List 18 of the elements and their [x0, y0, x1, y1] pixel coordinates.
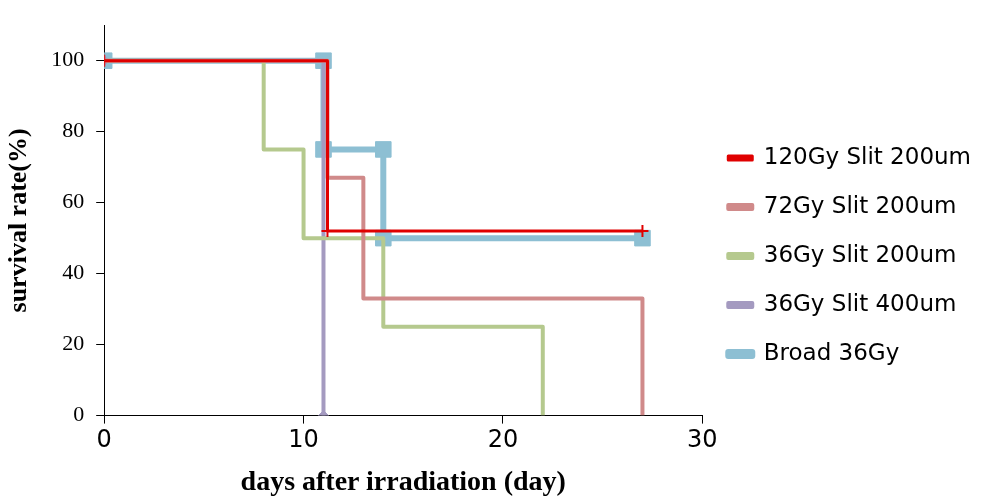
y-tick-label: 0 [73, 401, 85, 427]
point [375, 141, 392, 158]
y-tick-label: 80 [62, 117, 85, 143]
y-axis-title: survival rate(%) [3, 128, 33, 313]
legend-label: 120Gy Slit 200um [763, 142, 972, 169]
y-tick-label: 40 [62, 259, 85, 285]
x-tick-label: 10 [288, 425, 319, 454]
y-tick-label: 60 [62, 188, 85, 214]
y-tick-label: 100 [51, 46, 85, 72]
x-axis-title: days after irradiation (day) [240, 465, 566, 497]
x-tick-label: 0 [96, 425, 112, 454]
legend-label: 72Gy Slit 200um [763, 191, 957, 218]
x-tick-label: 20 [487, 425, 519, 454]
legend-label: 36Gy Slit 400um [763, 289, 957, 316]
y-tick-label: 20 [62, 330, 85, 356]
legend-label: Broad 36Gy [763, 338, 900, 365]
legend-label: 36Gy Slit 200um [763, 240, 957, 267]
x-tick-label: 30 [686, 425, 718, 454]
